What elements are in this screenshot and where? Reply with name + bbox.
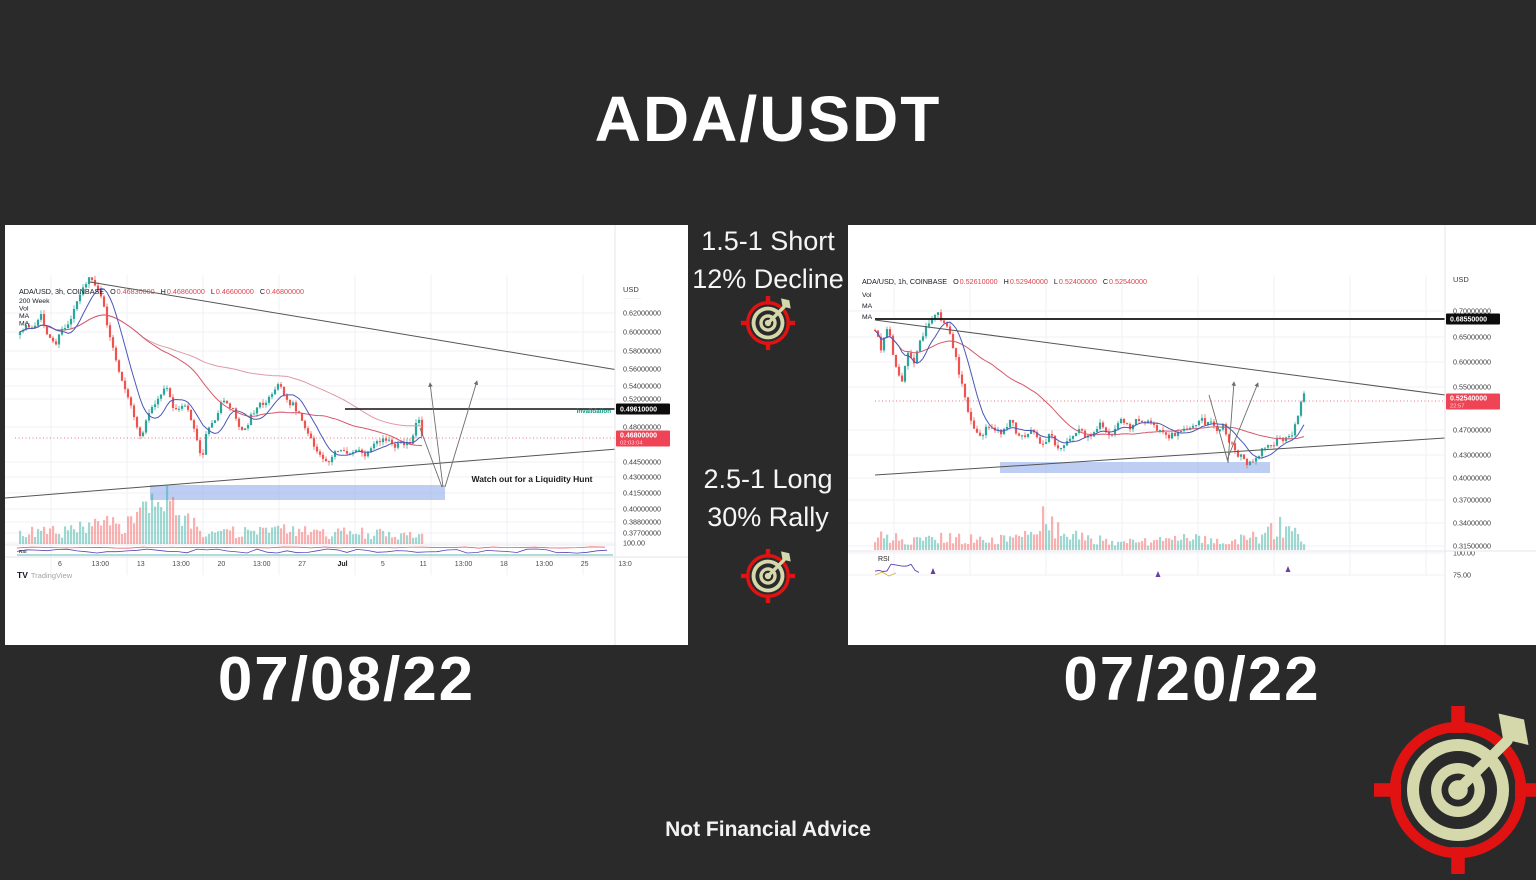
svg-text:invalidation: invalidation — [577, 408, 612, 415]
svg-text:0.60000000: 0.60000000 — [1453, 358, 1491, 367]
svg-text:USD: USD — [623, 285, 639, 294]
svg-text:0.65000000: 0.65000000 — [1453, 333, 1491, 342]
date-label-right: 07/20/22 — [1063, 645, 1321, 714]
svg-text:MA: MA — [862, 303, 873, 310]
svg-text:USD: USD — [1453, 275, 1469, 284]
svg-text:13:0: 13:0 — [618, 561, 632, 568]
svg-text:RSI: RSI — [878, 556, 890, 563]
left-chart-canvas: USD ········· 0.62000000 0.60000000 0.580000… — [5, 225, 688, 645]
svg-text:100.00: 100.00 — [623, 539, 645, 548]
chart-screenshot-right: USD 0.70000000 0.65000000 0.60000000 0.55000… — [848, 225, 1536, 645]
svg-text:13:00: 13:00 — [172, 561, 190, 568]
svg-text:100.00: 100.00 — [1453, 549, 1475, 558]
svg-text:0.43000000: 0.43000000 — [1453, 451, 1491, 460]
target-icon — [739, 547, 797, 605]
svg-text:25: 25 — [581, 561, 589, 568]
svg-text:5: 5 — [381, 561, 385, 568]
svg-text:02:03:04: 02:03:04 — [620, 441, 643, 447]
svg-text:20: 20 — [218, 561, 226, 568]
svg-text:200 Week: 200 Week — [19, 298, 50, 305]
long-move-text: 30% Rally — [707, 502, 829, 532]
svg-text:0.49610000: 0.49610000 — [620, 407, 657, 414]
svg-text:·········: ········· — [623, 296, 641, 302]
svg-text:Watch out for a Liquidity Hunt: Watch out for a Liquidity Hunt — [471, 474, 592, 484]
right-chart-canvas: USD 0.70000000 0.65000000 0.60000000 0.55000… — [848, 225, 1536, 645]
svg-text:0.31500000: 0.31500000 — [1453, 542, 1491, 551]
svg-text:0.37700000: 0.37700000 — [623, 529, 661, 538]
svg-text:0.34000000: 0.34000000 — [1453, 519, 1491, 528]
svg-text:0.54000000: 0.54000000 — [623, 382, 661, 391]
chart-screenshot-left: USD ········· 0.62000000 0.60000000 0.580000… — [5, 225, 688, 645]
svg-text:22:57: 22:57 — [1450, 404, 1465, 410]
target-icon — [739, 294, 797, 352]
svg-text:75.00: 75.00 — [1453, 571, 1471, 580]
candlestick-chart: USD ········· 0.62000000 0.60000000 0.580000… — [5, 225, 688, 645]
svg-text:13:00: 13:00 — [253, 561, 271, 568]
svg-text:0.48000000: 0.48000000 — [623, 423, 661, 432]
svg-text:6: 6 — [58, 561, 62, 568]
svg-text:Jul: Jul — [337, 561, 347, 568]
svg-text:0.56000000: 0.56000000 — [623, 365, 661, 374]
svg-text:0.46800000: 0.46800000 — [620, 433, 657, 440]
svg-text:MA: MA — [19, 321, 30, 328]
svg-text:0.41500000: 0.41500000 — [623, 489, 661, 498]
svg-text:27: 27 — [298, 561, 306, 568]
svg-text:0.44500000: 0.44500000 — [623, 458, 661, 467]
svg-text:0.43000000: 0.43000000 — [623, 473, 661, 482]
svg-text:13:00: 13:00 — [536, 561, 554, 568]
short-move-text: 12% Decline — [692, 264, 844, 294]
svg-text:0.52540000: 0.52540000 — [1450, 396, 1487, 403]
svg-text:13:00: 13:00 — [455, 561, 473, 568]
svg-text:0.55000000: 0.55000000 — [1453, 383, 1491, 392]
short-setup-caption: 1.5-1 Short 12% Decline — [688, 222, 848, 298]
svg-text:Vol: Vol — [19, 306, 29, 313]
candlestick-chart: USD 0.70000000 0.65000000 0.60000000 0.55000… — [848, 225, 1536, 645]
svg-text:0.37000000: 0.37000000 — [1453, 496, 1491, 505]
svg-text:0.60000000: 0.60000000 — [623, 328, 661, 337]
svg-text:0.58000000: 0.58000000 — [623, 347, 661, 356]
long-setup-caption: 2.5-1 Long 30% Rally — [688, 460, 848, 536]
long-ratio-text: 2.5-1 Long — [703, 464, 833, 494]
svg-text:0.47000000: 0.47000000 — [1453, 426, 1491, 435]
svg-text:13:00: 13:00 — [92, 561, 110, 568]
date-label-left: 07/08/22 — [217, 645, 476, 714]
svg-text:0.70000000: 0.70000000 — [1453, 307, 1491, 316]
svg-text:MA: MA — [19, 313, 30, 320]
svg-text:18: 18 — [500, 561, 508, 568]
svg-text:0.40000000: 0.40000000 — [623, 505, 661, 514]
disclaimer-text: Not Financial Advice — [665, 818, 871, 841]
page-title: ADA/USDT — [594, 83, 942, 155]
svg-text:13: 13 — [137, 561, 145, 568]
svg-text:0.40000000: 0.40000000 — [1453, 474, 1491, 483]
svg-text:0.52000000: 0.52000000 — [623, 395, 661, 404]
svg-text:RSI: RSI — [19, 549, 27, 554]
svg-text:0.38800000: 0.38800000 — [623, 518, 661, 527]
short-ratio-text: 1.5-1 Short — [701, 226, 835, 256]
svg-text:0.68550000: 0.68550000 — [1450, 317, 1487, 324]
target-logo-icon — [1368, 700, 1536, 880]
svg-text:MA: MA — [862, 314, 873, 321]
svg-text:11: 11 — [420, 561, 427, 568]
svg-text:Vol: Vol — [862, 292, 872, 299]
svg-text:0.62000000: 0.62000000 — [623, 309, 661, 318]
